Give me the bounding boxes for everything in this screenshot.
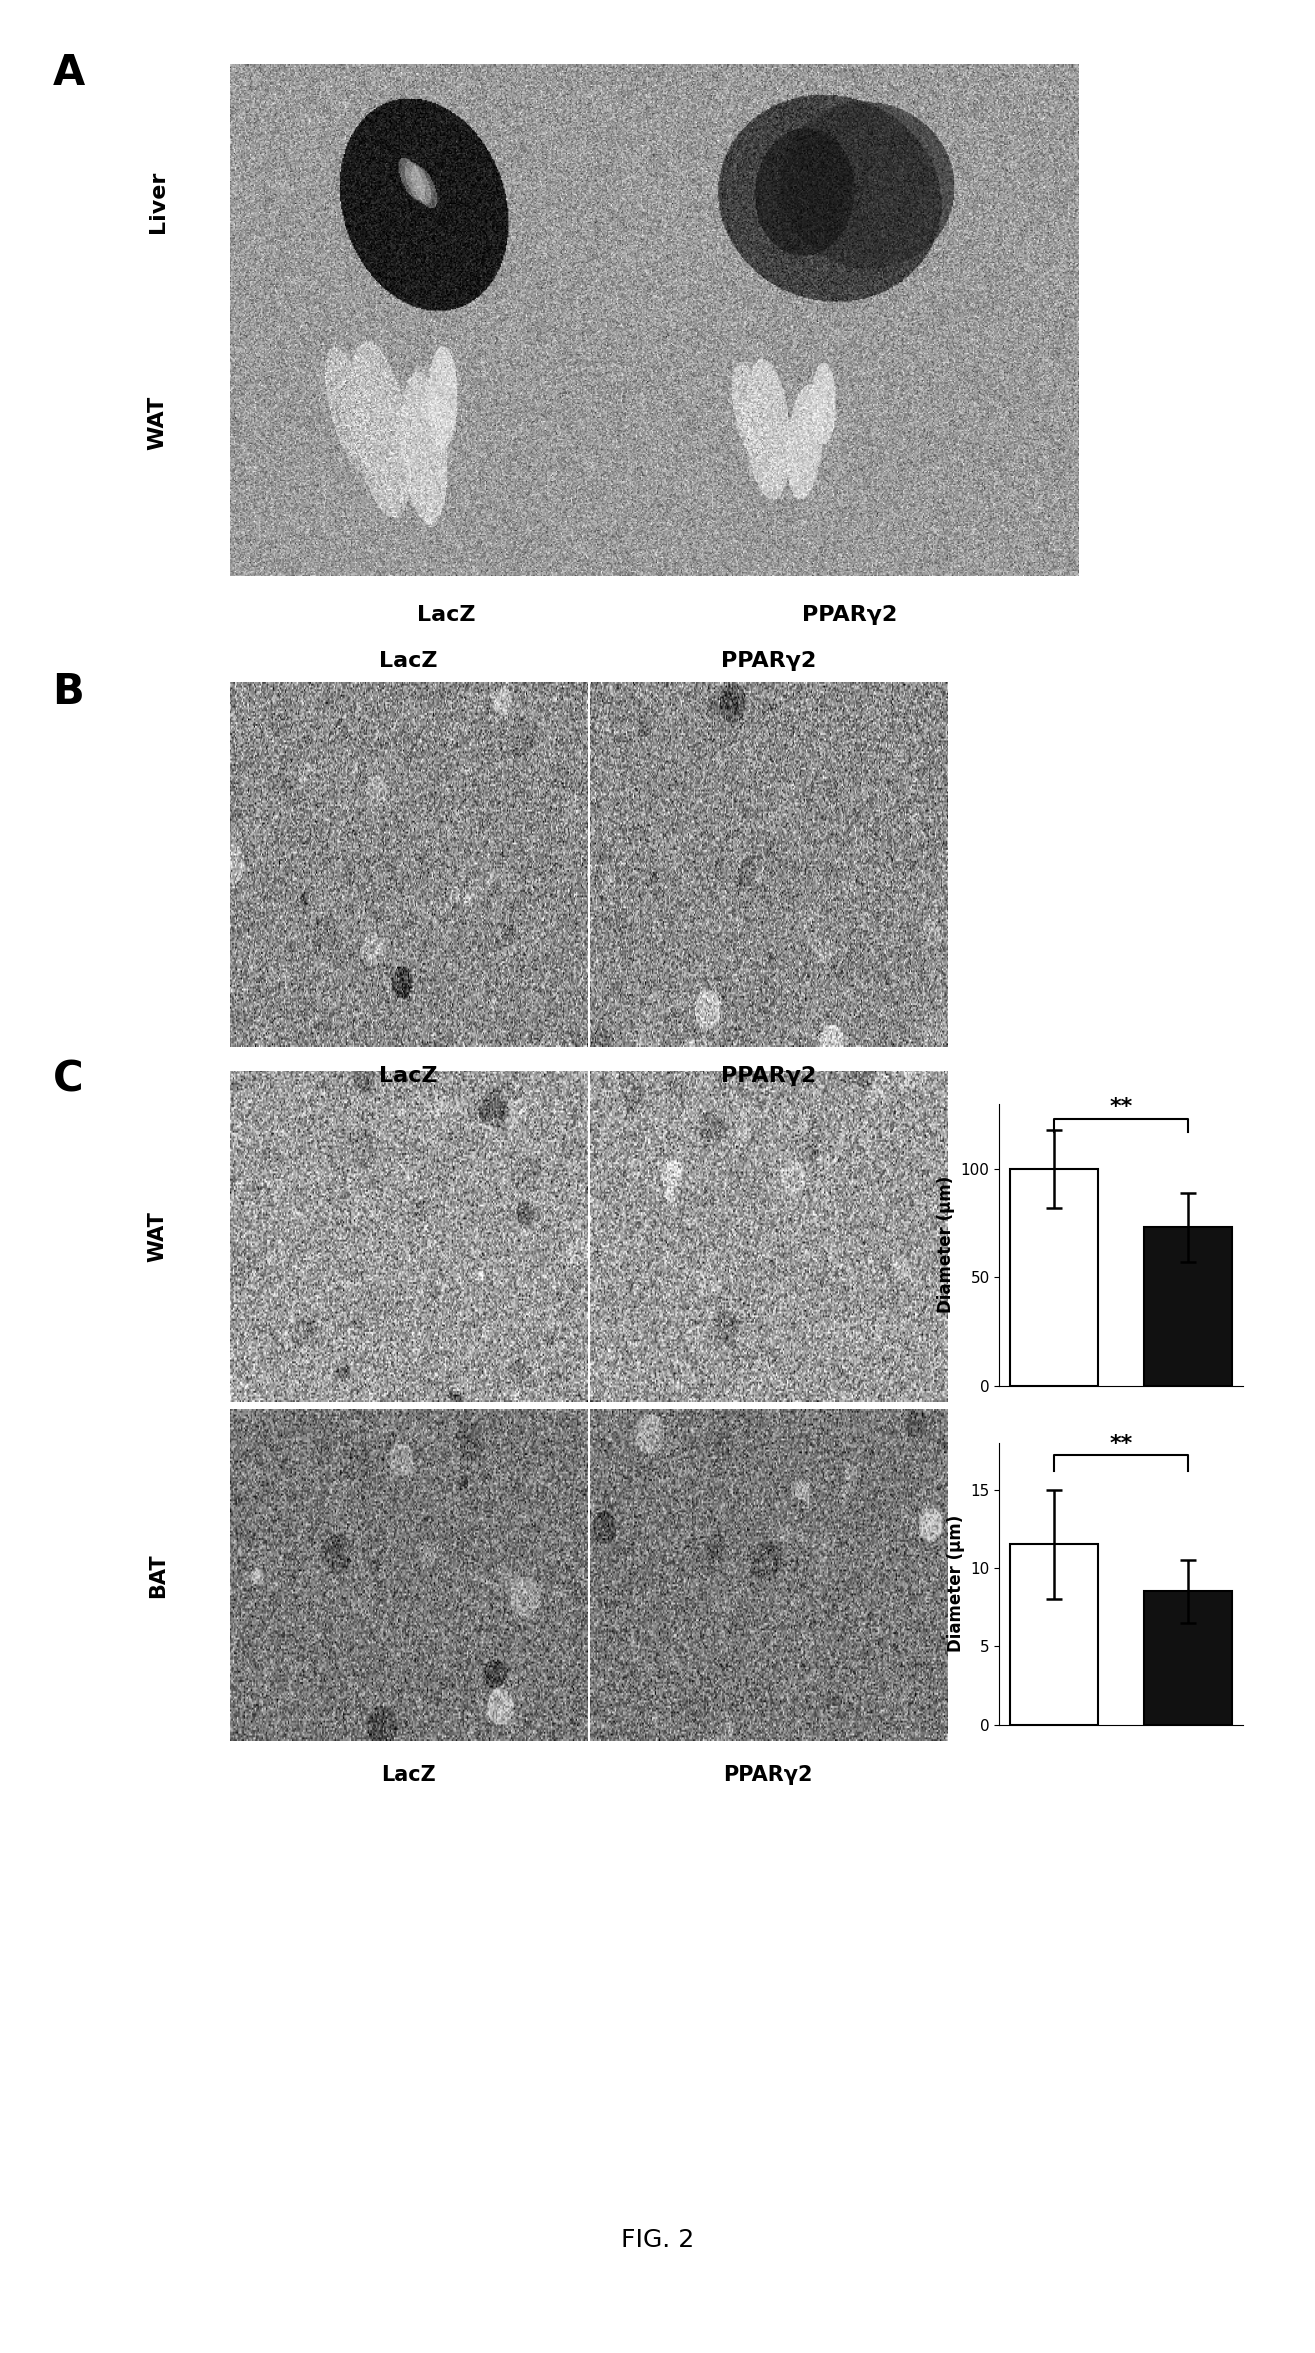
Text: LacZ: LacZ: [380, 652, 438, 671]
Bar: [1144, 1228, 1232, 1386]
Text: LacZ: LacZ: [381, 1765, 437, 1784]
Text: LacZ: LacZ: [380, 1066, 438, 1085]
Text: WAT: WAT: [147, 1212, 168, 1261]
Text: B: B: [53, 671, 84, 713]
Text: PPARγ2: PPARγ2: [721, 1066, 815, 1085]
Text: A: A: [53, 52, 85, 94]
Text: PPARγ2: PPARγ2: [723, 1765, 813, 1784]
Text: PPARγ2: PPARγ2: [721, 652, 815, 671]
Y-axis label: Diameter (μm): Diameter (μm): [938, 1176, 955, 1313]
Text: FIG. 2: FIG. 2: [621, 2228, 694, 2252]
Text: C: C: [53, 1059, 83, 1101]
Text: BAT: BAT: [147, 1553, 168, 1598]
Bar: [1010, 1169, 1098, 1386]
Text: WAT: WAT: [147, 395, 168, 449]
Bar: [1144, 1591, 1232, 1725]
Text: **: **: [1110, 1096, 1132, 1118]
Y-axis label: Diameter (μm): Diameter (μm): [947, 1515, 965, 1652]
Text: PPARγ2: PPARγ2: [802, 605, 897, 624]
Text: LacZ: LacZ: [417, 605, 476, 624]
Text: Liver: Liver: [147, 172, 168, 233]
Bar: [1010, 1544, 1098, 1725]
Text: **: **: [1110, 1433, 1132, 1454]
